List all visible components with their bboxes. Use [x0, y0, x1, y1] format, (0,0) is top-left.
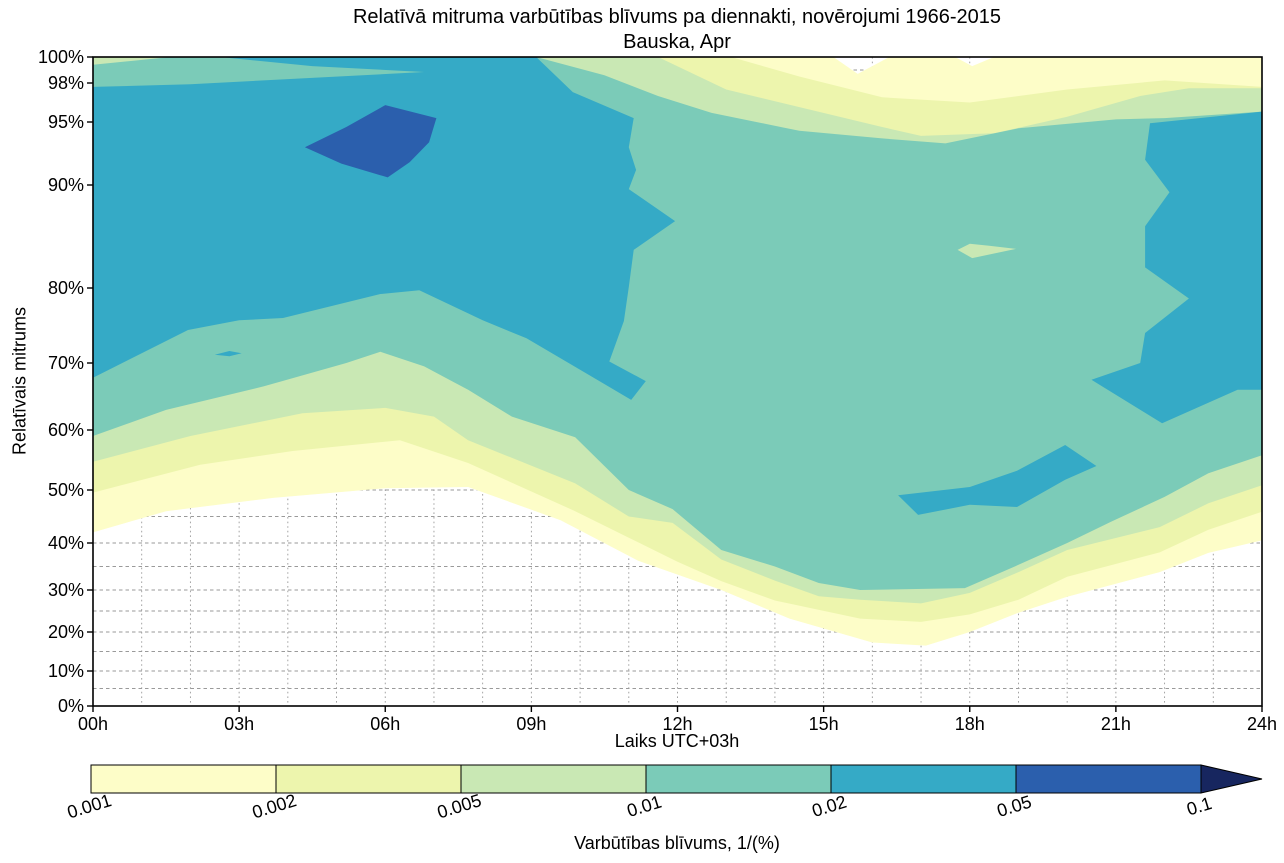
colorbar-arrow: [1200, 764, 1263, 794]
contour-bands: [93, 57, 1262, 646]
colorbar-segment: [830, 764, 1017, 794]
y-tick-label: 60%: [48, 420, 84, 440]
colorbar-segment: [275, 764, 462, 794]
x-tick-label: 21h: [1101, 714, 1131, 734]
y-tick-label: 70%: [48, 353, 84, 373]
colorbar-title: Varbūtības blīvums, 1/(%): [574, 833, 780, 853]
colorbar-segment: [460, 764, 647, 794]
y-tick-label: 80%: [48, 278, 84, 298]
colorbar: 0.001 0.002 0.005 0.01 0.02 0.05 0.1: [65, 764, 1263, 822]
colorbar-tick-label: 0.05: [995, 792, 1034, 821]
contour-band-density-ge-0.05-blob: [304, 105, 437, 178]
chart-title-line1: Relatīvā mitruma varbūtības blīvums pa d…: [352, 6, 1002, 28]
y-tick-label: 0%: [58, 696, 84, 716]
x-tick-label: 12h: [662, 714, 692, 734]
colorbar-tick-label: 0.001: [65, 790, 114, 822]
x-tick-label: 06h: [370, 714, 400, 734]
colorbar-tick-label: 0.02: [810, 792, 849, 821]
colorbar-tick-label: 0.01: [625, 792, 664, 821]
contour-band-cyan-streak: [898, 445, 1097, 515]
y-tick-label: 20%: [48, 622, 84, 642]
contour-band-density-ge-0.02-right: [1091, 111, 1262, 424]
y-tick-label: 40%: [48, 533, 84, 553]
colorbar-segment: [90, 764, 277, 794]
y-tick-label: 95%: [48, 112, 84, 132]
y-tick-label: 90%: [48, 175, 84, 195]
y-tick-label: 10%: [48, 661, 84, 681]
x-tick-label: 03h: [224, 714, 254, 734]
x-tick-label: 00h: [78, 714, 108, 734]
x-axis-label: Laiks UTC+03h: [614, 731, 740, 751]
axis-ticks: 0% 10% 20% 30% 40% 50% 60% 70% 80% 90% 95% 98% 100% 0…: [38, 47, 1277, 734]
contour-band-lightgreen-wedge-top-left: [93, 57, 171, 65]
chart-title-line2: Bauska, Apr: [623, 31, 731, 53]
colorbar-tick-label: 0.002: [250, 790, 299, 822]
y-tick-label: 50%: [48, 480, 84, 500]
colorbar-segment: [645, 764, 832, 794]
x-tick-label: 18h: [955, 714, 985, 734]
y-tick-label: 100%: [38, 47, 84, 67]
x-tick-label: 15h: [809, 714, 839, 734]
x-tick-label: 24h: [1247, 714, 1277, 734]
colorbar-tick-label: 0.1: [1184, 793, 1214, 819]
contour-band-lightgreen-sliver-hole: [957, 243, 1016, 259]
contour-band-teal-tongue-top-left: [93, 57, 425, 87]
contour-band-cyan-speck: [214, 351, 242, 357]
contour-band-density-ge-0.02-left: [93, 57, 676, 400]
colorbar-tick-label: 0.005: [435, 790, 484, 822]
colorbar-segment: [1015, 764, 1202, 794]
x-tick-label: 09h: [516, 714, 546, 734]
y-tick-label: 30%: [48, 580, 84, 600]
y-tick-label: 98%: [48, 73, 84, 93]
